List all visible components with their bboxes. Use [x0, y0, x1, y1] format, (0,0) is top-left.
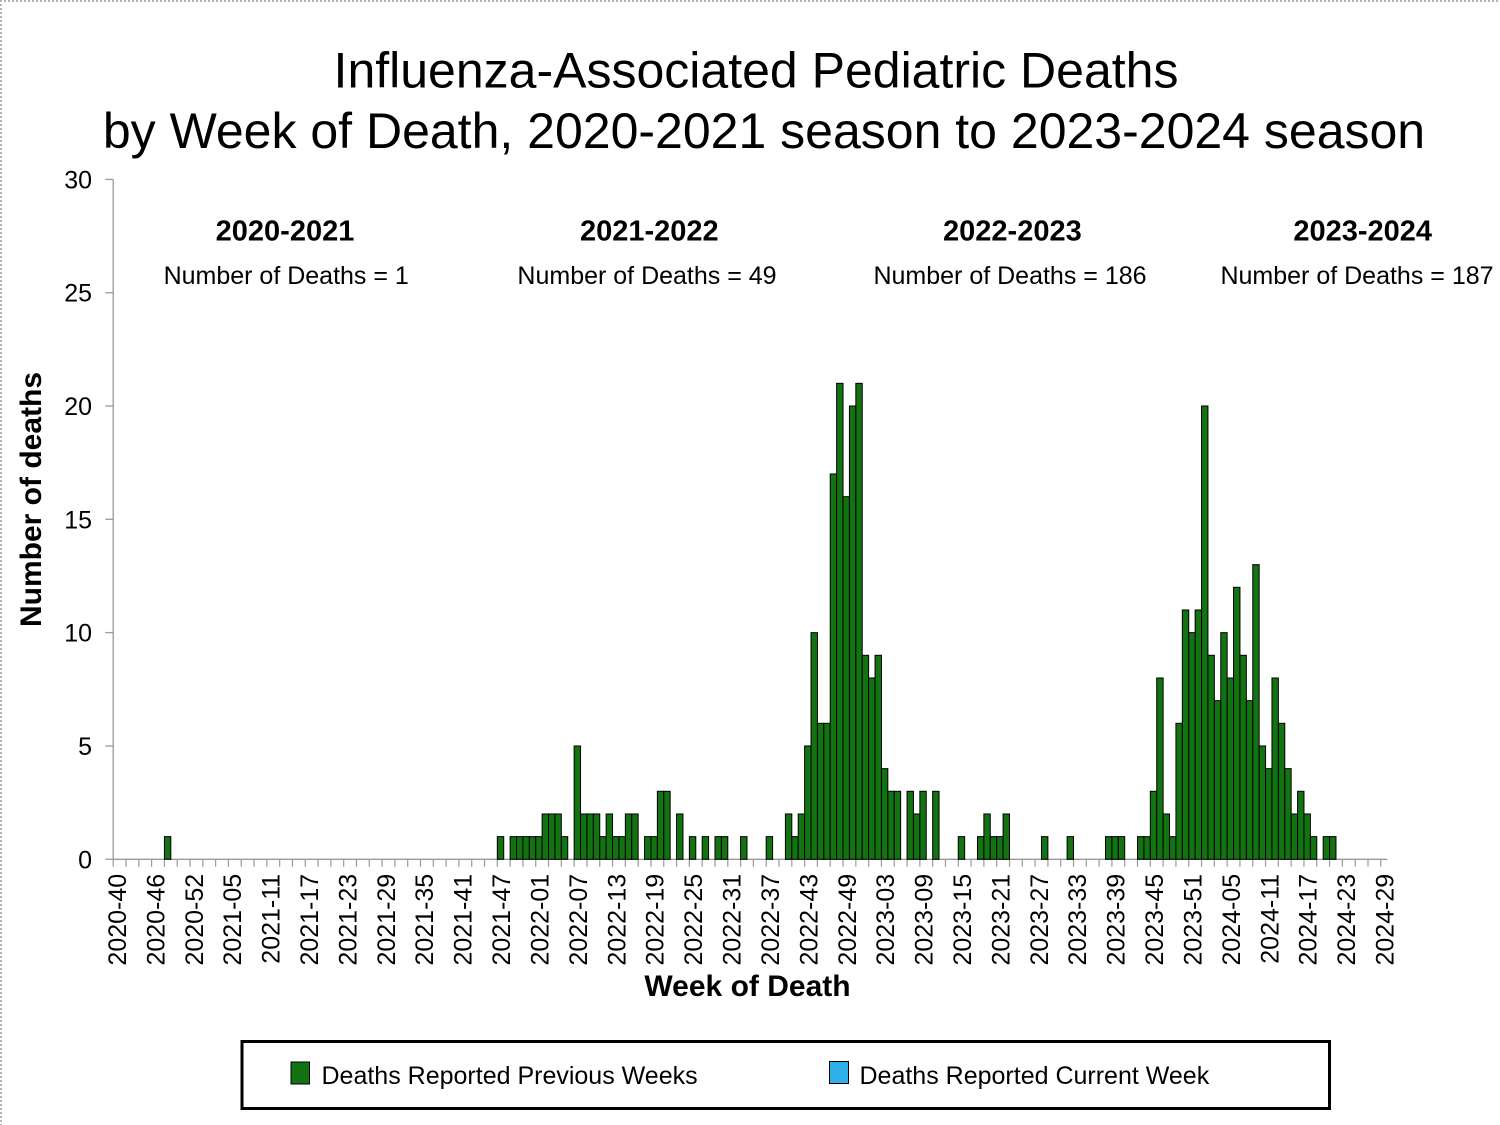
svg-text:Number of deaths: Number of deaths — [15, 372, 48, 627]
svg-text:2022-2023: 2022-2023 — [943, 216, 1082, 248]
svg-text:2020-46: 2020-46 — [142, 874, 170, 966]
svg-text:2022-43: 2022-43 — [795, 874, 823, 966]
svg-text:2024-29: 2024-29 — [1372, 874, 1400, 966]
svg-text:2024-11: 2024-11 — [1256, 874, 1284, 964]
svg-text:2023-39: 2023-39 — [1103, 874, 1131, 966]
svg-text:2023-33: 2023-33 — [1064, 874, 1092, 966]
svg-text:2021-35: 2021-35 — [411, 874, 439, 966]
svg-text:2020-40: 2020-40 — [104, 874, 132, 966]
svg-text:2023-27: 2023-27 — [1026, 874, 1054, 966]
svg-text:2021-23: 2021-23 — [334, 874, 362, 966]
svg-text:2021-17: 2021-17 — [296, 874, 324, 966]
svg-text:2021-29: 2021-29 — [373, 874, 401, 966]
svg-text:15: 15 — [64, 506, 92, 534]
svg-text:2023-51: 2023-51 — [1179, 874, 1207, 966]
svg-text:Number of Deaths = 49: Number of Deaths = 49 — [517, 262, 776, 290]
svg-text:2022-25: 2022-25 — [680, 874, 708, 966]
svg-text:25: 25 — [64, 280, 92, 308]
svg-text:Deaths Reported Previous Weeks: Deaths Reported Previous Weeks — [322, 1062, 698, 1090]
svg-text:10: 10 — [64, 620, 92, 648]
svg-text:2023-45: 2023-45 — [1141, 874, 1169, 966]
svg-text:2021-05: 2021-05 — [219, 874, 247, 966]
svg-text:2023-21: 2023-21 — [987, 874, 1015, 966]
svg-text:Number of Deaths = 186: Number of Deaths = 186 — [873, 262, 1146, 290]
svg-text:2022-49: 2022-49 — [834, 874, 862, 966]
svg-text:2024-23: 2024-23 — [1333, 874, 1361, 966]
svg-text:2024-05: 2024-05 — [1218, 874, 1246, 966]
svg-text:30: 30 — [64, 166, 92, 194]
svg-text:2022-07: 2022-07 — [565, 874, 593, 966]
svg-text:2023-09: 2023-09 — [911, 874, 939, 966]
svg-text:2020-52: 2020-52 — [181, 874, 209, 966]
svg-text:2020-2021: 2020-2021 — [216, 216, 355, 248]
svg-text:20: 20 — [64, 393, 92, 421]
svg-text:2022-01: 2022-01 — [526, 874, 554, 966]
svg-text:0: 0 — [78, 846, 92, 874]
svg-text:5: 5 — [78, 733, 92, 761]
svg-text:2024-17: 2024-17 — [1295, 874, 1323, 966]
svg-text:2022-31: 2022-31 — [719, 874, 747, 966]
svg-text:Number of Deaths = 187: Number of Deaths = 187 — [1220, 262, 1493, 290]
svg-text:Influenza-Associated Pediatric: Influenza-Associated Pediatric Deaths — [334, 43, 1179, 99]
svg-text:2023-15: 2023-15 — [949, 874, 977, 966]
svg-text:2023-03: 2023-03 — [872, 874, 900, 966]
svg-text:2021-2022: 2021-2022 — [580, 216, 719, 248]
svg-text:2022-13: 2022-13 — [603, 874, 631, 966]
svg-text:Week of Death: Week of Death — [644, 970, 850, 1003]
svg-text:2022-19: 2022-19 — [642, 874, 670, 966]
svg-text:2021-41: 2021-41 — [450, 874, 478, 966]
svg-text:2023-2024: 2023-2024 — [1293, 216, 1432, 248]
svg-text:Deaths Reported Current Week: Deaths Reported Current Week — [860, 1062, 1210, 1090]
svg-text:by Week of Death, 2020-2021 se: by Week of Death, 2020-2021 season to 20… — [103, 103, 1425, 159]
svg-text:2022-37: 2022-37 — [757, 874, 785, 966]
svg-text:2021-11: 2021-11 — [258, 874, 286, 964]
svg-text:Number of Deaths = 1: Number of Deaths = 1 — [164, 262, 409, 290]
svg-text:2021-47: 2021-47 — [488, 874, 516, 966]
